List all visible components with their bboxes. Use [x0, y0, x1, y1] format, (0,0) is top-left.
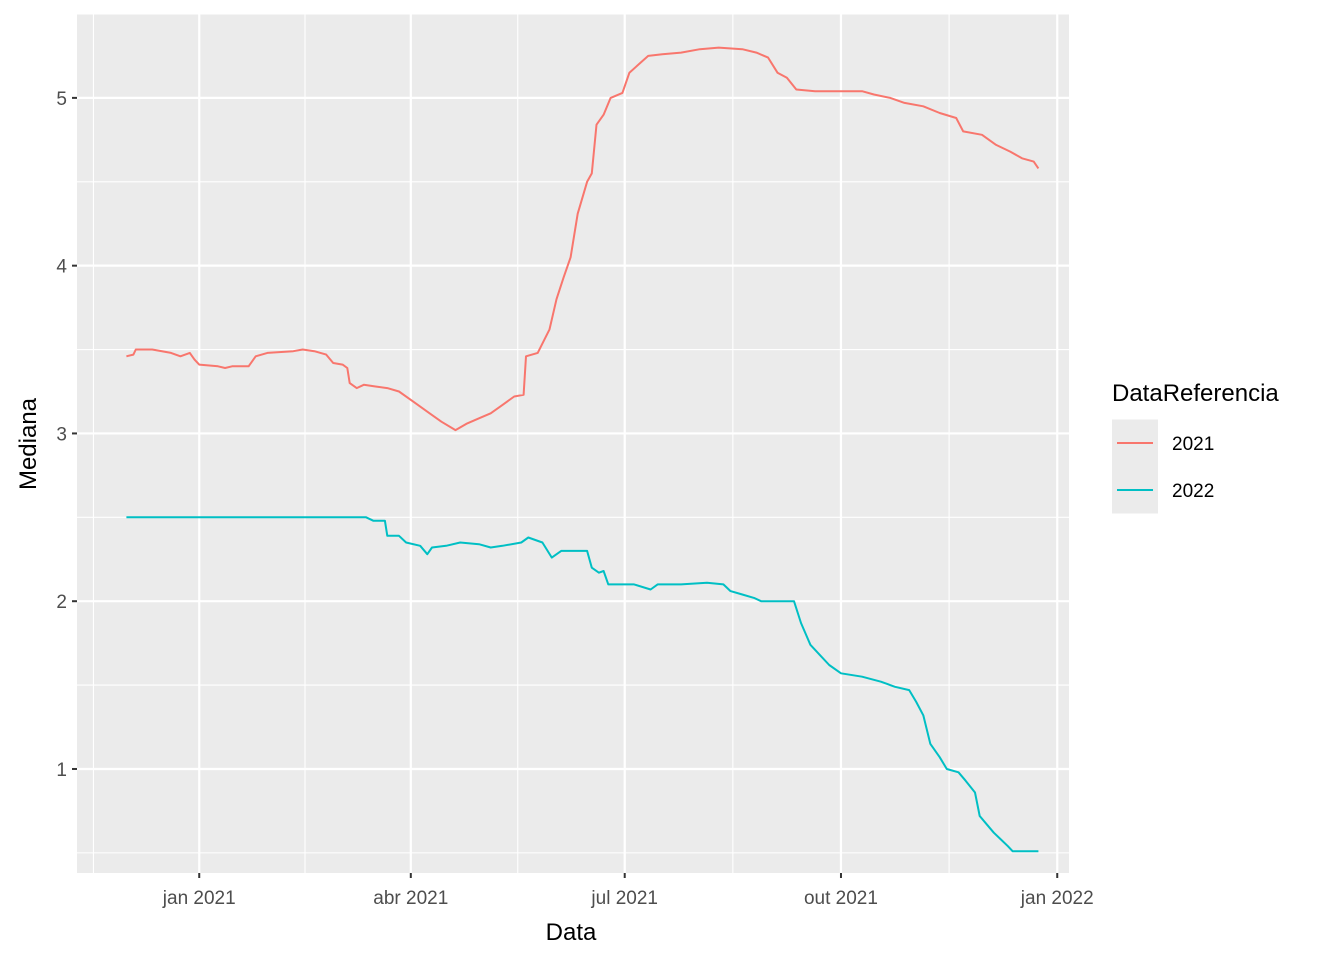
plot-panel [77, 14, 1069, 873]
x-tick-label: jan 2022 [1020, 888, 1094, 909]
y-axis: 1 2 3 4 5 [56, 89, 77, 781]
series-lines [126, 46, 1040, 853]
y-tick-label: 3 [56, 424, 67, 445]
x-tick-label: out 2021 [804, 888, 878, 909]
y-tick-label: 1 [56, 760, 67, 781]
minor-x-gridlines [92, 14, 950, 873]
x-tick-label: jan 2021 [162, 888, 236, 909]
series-line-2022 [126, 516, 1039, 853]
legend-label-2021: 2021 [1172, 434, 1214, 455]
legend-label-2022: 2022 [1172, 481, 1214, 502]
legend-title: DataReferencia [1112, 380, 1279, 407]
y-tick-label: 5 [56, 89, 67, 110]
x-axis: jan 2021 abr 2021 jul 2021 out 2021 jan 2022 [162, 873, 1094, 909]
x-tick-label: jul 2021 [590, 888, 658, 909]
y-tick-label: 4 [56, 257, 67, 278]
x-axis-title: Data [546, 919, 597, 946]
y-tick-label: 2 [56, 592, 67, 613]
series-line-2021 [126, 46, 1040, 432]
x-tick-label: abr 2021 [373, 888, 448, 909]
legend-keys: 2021 2022 [1112, 419, 1214, 514]
y-axis-title: Mediana [15, 397, 42, 490]
legend: DataReferencia 2021 2022 [1112, 380, 1279, 514]
major-x-gridlines [198, 14, 1059, 873]
major-y-gridlines [77, 96, 1069, 771]
